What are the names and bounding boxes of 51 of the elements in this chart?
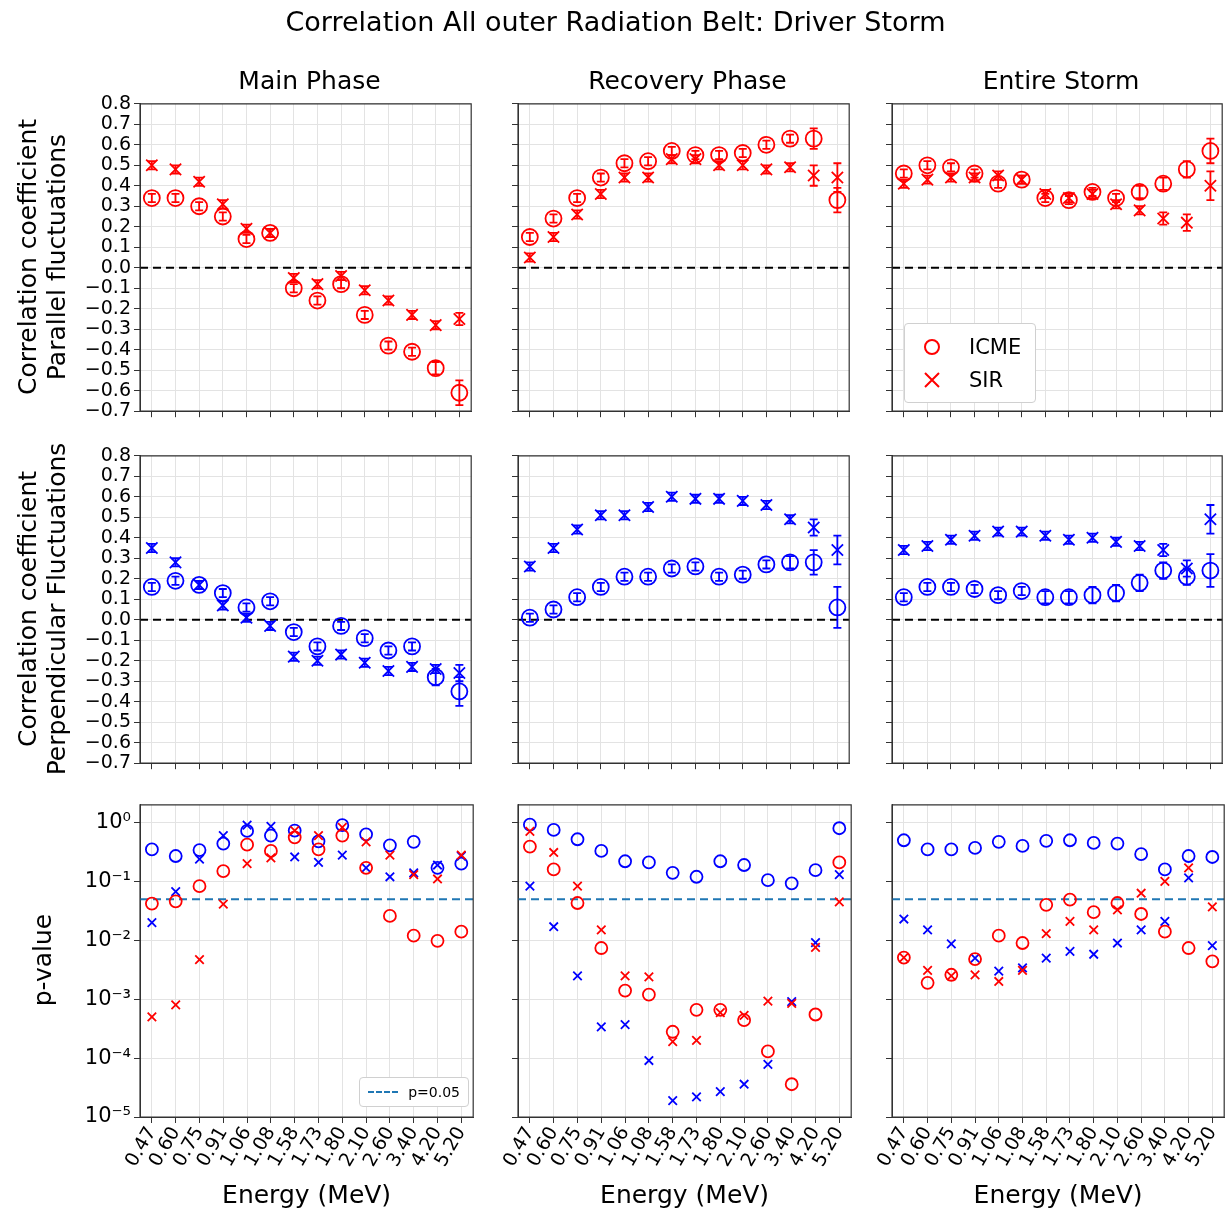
y-tick-label: 0.6 [100, 131, 131, 154]
y-tick-label: 0.6 [100, 483, 131, 506]
y-tick-label: 0.7 [100, 463, 131, 486]
y-tick-label: 0.5 [100, 152, 131, 175]
y-tick-label: −0.7 [84, 750, 131, 773]
chart-subtitle: Entire Storm [981, 66, 1141, 95]
x-axis-title: Energy (MeV) [222, 1179, 392, 1209]
y-tick-label: −0.4 [84, 688, 131, 711]
y-tick-label: −0.5 [84, 357, 131, 380]
y-tick-label: −0.2 [84, 295, 131, 318]
y-tick-label: −0.7 [84, 398, 131, 421]
y-tick-label: 0.2 [100, 565, 131, 588]
y-axis-title: p-value [27, 913, 57, 1007]
y-tick-label: 0.3 [100, 545, 131, 568]
y-tick-label: 10⁻¹ [84, 867, 131, 892]
y-tick-label: −0.6 [84, 377, 131, 400]
y-tick-label: 0.2 [100, 213, 131, 236]
y-tick-label: 10⁻² [84, 926, 131, 951]
y-tick-label: 0.0 [100, 606, 131, 629]
text: Correlation All outer Radiation Belt: Driver Storm [284, 6, 947, 37]
y-tick-label: −0.3 [84, 668, 131, 691]
chart-subtitle: Recovery Phase [587, 66, 788, 95]
y-tick-label: 0.5 [100, 504, 131, 527]
legend-label: ICME [969, 334, 1022, 359]
y-tick-label: 0.1 [100, 234, 131, 257]
y-tick-label: 10⁻³ [84, 985, 131, 1010]
y-axis-title: Correlation coefficient Perpendicular Fluctuations [13, 442, 71, 775]
y-tick-label: −0.6 [84, 729, 131, 752]
y-tick-label: −0.2 [84, 647, 131, 670]
y-tick-label: −0.4 [84, 336, 131, 359]
y-tick-label: −0.5 [84, 709, 131, 732]
x-axis-title: Energy (MeV) [600, 1179, 770, 1209]
y-tick-label: 0.7 [100, 111, 131, 134]
y-tick-label: −0.3 [84, 316, 131, 339]
y-tick-label: 10⁰ [95, 808, 131, 833]
y-tick-label: 0.3 [100, 193, 131, 216]
y-tick-label: −0.1 [84, 627, 131, 650]
chart-subtitle: Main Phase [238, 66, 381, 95]
y-tick-label: 0.1 [100, 586, 131, 609]
y-tick-label: 0.4 [100, 524, 131, 547]
y-tick-label: 10⁻⁴ [84, 1044, 131, 1069]
y-tick-label: 10⁻⁵ [84, 1103, 131, 1128]
y-axis-title: Correlation coefficient Parallel fluctuations [13, 118, 71, 395]
y-tick-label: 0.8 [100, 442, 131, 465]
y-tick-label: 0.0 [100, 254, 131, 277]
y-tick-label: 0.4 [100, 172, 131, 195]
y-tick-label: −0.1 [84, 275, 131, 298]
legend-label: SIR [969, 367, 1004, 392]
y-tick-label: 0.8 [100, 90, 131, 113]
x-axis-title: Energy (MeV) [973, 1179, 1143, 1209]
legend-label: p=0.05 [408, 1084, 460, 1100]
